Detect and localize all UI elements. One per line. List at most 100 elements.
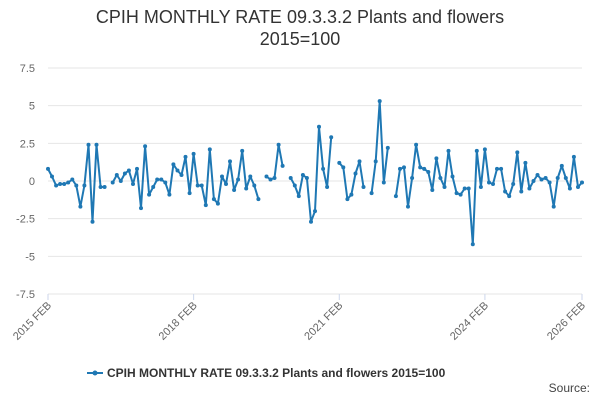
data-point[interactable]	[495, 166, 499, 171]
data-point[interactable]	[122, 171, 127, 176]
data-point[interactable]	[381, 180, 386, 185]
data-point[interactable]	[90, 219, 95, 224]
data-point[interactable]	[325, 185, 330, 189]
data-point[interactable]	[139, 206, 143, 211]
data-point[interactable]	[466, 186, 471, 191]
data-point[interactable]	[462, 186, 467, 191]
data-point[interactable]	[377, 99, 382, 104]
data-point[interactable]	[155, 177, 160, 182]
data-point[interactable]	[215, 201, 220, 206]
data-point[interactable]	[183, 154, 188, 159]
data-point[interactable]	[487, 180, 491, 185]
data-point[interactable]	[571, 154, 576, 159]
data-point[interactable]	[317, 124, 321, 129]
data-point[interactable]	[151, 185, 156, 189]
data-point[interactable]	[559, 163, 564, 168]
data-point[interactable]	[527, 186, 532, 191]
data-point[interactable]	[256, 197, 261, 202]
data-point[interactable]	[563, 176, 568, 180]
data-point[interactable]	[191, 151, 196, 156]
data-point[interactable]	[252, 183, 257, 188]
data-point[interactable]	[228, 159, 232, 164]
data-point[interactable]	[211, 197, 216, 202]
data-point[interactable]	[147, 192, 152, 197]
data-point[interactable]	[232, 188, 237, 192]
data-point[interactable]	[118, 179, 123, 183]
data-point[interactable]	[345, 197, 350, 202]
data-point[interactable]	[357, 159, 362, 164]
data-point[interactable]	[187, 191, 192, 196]
data-point[interactable]	[50, 174, 54, 179]
data-point[interactable]	[276, 142, 281, 147]
data-point[interactable]	[102, 185, 107, 189]
data-point[interactable]	[426, 170, 431, 174]
data-point[interactable]	[418, 165, 423, 170]
data-point[interactable]	[98, 185, 103, 189]
data-point[interactable]	[321, 166, 326, 171]
data-point[interactable]	[82, 183, 87, 188]
data-point[interactable]	[264, 174, 269, 179]
data-point[interactable]	[143, 144, 148, 149]
data-point[interactable]	[110, 180, 115, 185]
data-point[interactable]	[203, 203, 208, 208]
data-point[interactable]	[349, 192, 354, 197]
data-point[interactable]	[369, 191, 374, 196]
data-point[interactable]	[268, 177, 273, 182]
data-point[interactable]	[70, 177, 75, 182]
data-point[interactable]	[353, 171, 358, 176]
data-point[interactable]	[454, 191, 459, 196]
data-point[interactable]	[300, 173, 305, 177]
data-point[interactable]	[414, 142, 419, 147]
data-point[interactable]	[434, 156, 439, 161]
data-point[interactable]	[236, 177, 241, 182]
data-point[interactable]	[422, 166, 427, 171]
data-point[interactable]	[313, 209, 317, 214]
data-point[interactable]	[523, 160, 528, 165]
data-point[interactable]	[292, 183, 297, 188]
data-point[interactable]	[126, 168, 131, 173]
data-point[interactable]	[220, 174, 224, 179]
data-point[interactable]	[458, 192, 463, 197]
data-point[interactable]	[248, 174, 253, 179]
data-point[interactable]	[135, 166, 139, 171]
legend-label[interactable]: CPIH MONTHLY RATE 09.3.3.2 Plants and fl…	[107, 366, 446, 380]
data-point[interactable]	[280, 163, 285, 168]
data-point[interactable]	[385, 145, 390, 150]
data-point[interactable]	[207, 147, 212, 152]
data-point[interactable]	[94, 142, 99, 147]
data-point[interactable]	[304, 176, 309, 180]
data-point[interactable]	[438, 176, 443, 180]
data-point[interactable]	[576, 185, 580, 189]
data-point[interactable]	[171, 162, 176, 167]
data-point[interactable]	[531, 179, 536, 183]
data-point[interactable]	[66, 180, 71, 185]
data-point[interactable]	[361, 185, 366, 189]
data-point[interactable]	[580, 180, 584, 185]
data-point[interactable]	[54, 183, 59, 188]
data-point[interactable]	[159, 177, 164, 182]
data-point[interactable]	[543, 176, 548, 180]
data-point[interactable]	[499, 166, 504, 171]
data-point[interactable]	[272, 176, 277, 180]
data-point[interactable]	[337, 160, 342, 165]
data-point[interactable]	[296, 194, 301, 199]
data-point[interactable]	[503, 189, 508, 194]
data-point[interactable]	[131, 182, 135, 186]
data-point[interactable]	[329, 135, 334, 140]
data-point[interactable]	[195, 183, 200, 188]
data-point[interactable]	[535, 173, 540, 177]
data-point[interactable]	[199, 183, 204, 188]
data-point[interactable]	[398, 166, 402, 171]
data-point[interactable]	[288, 176, 293, 180]
legend[interactable]: CPIH MONTHLY RATE 09.3.3.2 Plants and fl…	[87, 366, 446, 380]
data-point[interactable]	[547, 180, 552, 185]
data-point[interactable]	[224, 182, 228, 186]
data-point[interactable]	[519, 189, 524, 194]
data-point[interactable]	[446, 148, 451, 153]
data-point[interactable]	[167, 192, 172, 197]
data-point[interactable]	[163, 180, 168, 185]
data-point[interactable]	[470, 242, 475, 247]
data-point[interactable]	[58, 182, 63, 186]
data-point[interactable]	[341, 165, 346, 170]
data-point[interactable]	[373, 159, 378, 164]
